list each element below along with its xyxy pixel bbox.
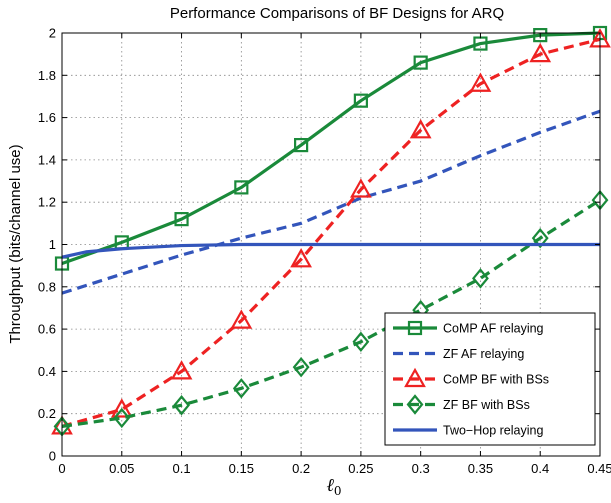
data-point	[234, 180, 249, 195]
y-tick-label: 0.2	[38, 406, 56, 421]
y-tick-label: 1	[49, 237, 56, 252]
y-tick-label: 1.2	[38, 195, 56, 210]
y-tick-label: 2	[49, 26, 56, 41]
y-tick-label: 1.8	[38, 68, 56, 83]
legend-entry-zf-bf-with-bss: ZF BF with BSs	[393, 394, 530, 415]
x-tick-label: 0.05	[109, 461, 134, 476]
x-tick-label: 0.1	[173, 461, 191, 476]
y-tick-label: 0.8	[38, 279, 56, 294]
legend-label: ZF BF with BSs	[443, 398, 530, 412]
data-point	[472, 268, 489, 289]
data-point	[294, 137, 309, 153]
legend-swatch-marker	[407, 320, 423, 336]
x-tick-label: 0.35	[468, 461, 493, 476]
data-point	[290, 248, 312, 268]
legend-label: Two−Hop relaying	[443, 424, 543, 438]
x-axis-label-main: ℓ	[326, 475, 334, 496]
y-axis-label: Throughput (bits/channel use)	[7, 144, 24, 343]
data-point	[531, 227, 549, 249]
series-line	[61, 37, 601, 428]
legend-swatch-marker	[404, 367, 426, 388]
x-axis-label-subscript: 0	[334, 484, 342, 498]
series-line	[61, 31, 601, 266]
data-point	[350, 178, 372, 198]
legend-entry-comp-af-relaying: CoMP AF relaying	[393, 320, 544, 336]
data-point	[409, 119, 432, 139]
y-tick-label: 0.4	[38, 364, 56, 379]
legend-entry-two-hop-relaying: Two−Hop relaying	[393, 424, 543, 438]
legend-label: CoMP AF relaying	[443, 322, 544, 336]
legend-entry-zf-af-relaying: ZF AF relaying	[393, 347, 524, 361]
data-point	[173, 395, 190, 416]
x-tick-label: 0.4	[531, 461, 549, 476]
data-point	[469, 72, 492, 92]
data-point	[170, 360, 193, 380]
chart-title: Performance Comparisons of BF Designs fo…	[170, 5, 504, 22]
legend-label: ZF AF relaying	[443, 347, 524, 361]
x-tick-label: 0	[58, 461, 65, 476]
x-tick-label: 0.2	[292, 461, 310, 476]
data-point	[174, 212, 189, 227]
y-tick-label: 0.6	[38, 322, 56, 337]
series-layer	[51, 25, 611, 437]
series-line	[61, 198, 601, 428]
data-point	[413, 55, 428, 70]
series-line	[61, 242, 600, 259]
series-two-hop-relaying	[61, 242, 600, 259]
series-comp-af-relaying	[54, 25, 608, 271]
y-tick-label: 1.6	[38, 110, 56, 125]
legend-entry-comp-bf-with-bss: CoMP BF with BSs	[393, 367, 549, 388]
x-tick-label: 0.25	[348, 461, 373, 476]
data-point	[110, 398, 133, 418]
series-zf-af-relaying	[61, 109, 601, 295]
legend-label: CoMP BF with BSs	[443, 373, 549, 387]
series-line	[61, 109, 601, 295]
data-point	[353, 93, 368, 108]
data-point	[232, 378, 250, 399]
x-tick-label: 0.15	[229, 461, 254, 476]
y-tick-label: 1.4	[38, 152, 56, 167]
x-tick-label: 0.3	[412, 461, 430, 476]
data-point	[352, 331, 370, 353]
y-tick-label: 0	[49, 449, 56, 464]
legend: CoMP AF relaying ZF AF relaying CoMP BF wi…	[384, 312, 596, 446]
data-point	[113, 407, 131, 429]
x-axis-label: ℓ0	[326, 475, 341, 498]
data-point	[529, 42, 552, 63]
legend-swatch-marker	[406, 394, 424, 415]
data-point	[533, 28, 548, 43]
x-tick-label: 0.45	[587, 461, 611, 476]
data-point	[292, 356, 310, 378]
data-point	[230, 309, 253, 329]
axis-ticks: 0 0.05 0.1 0.15 0.2 0.25 0.3 0.35 0.4 0.45 0 0.2 0.4…	[38, 26, 611, 477]
